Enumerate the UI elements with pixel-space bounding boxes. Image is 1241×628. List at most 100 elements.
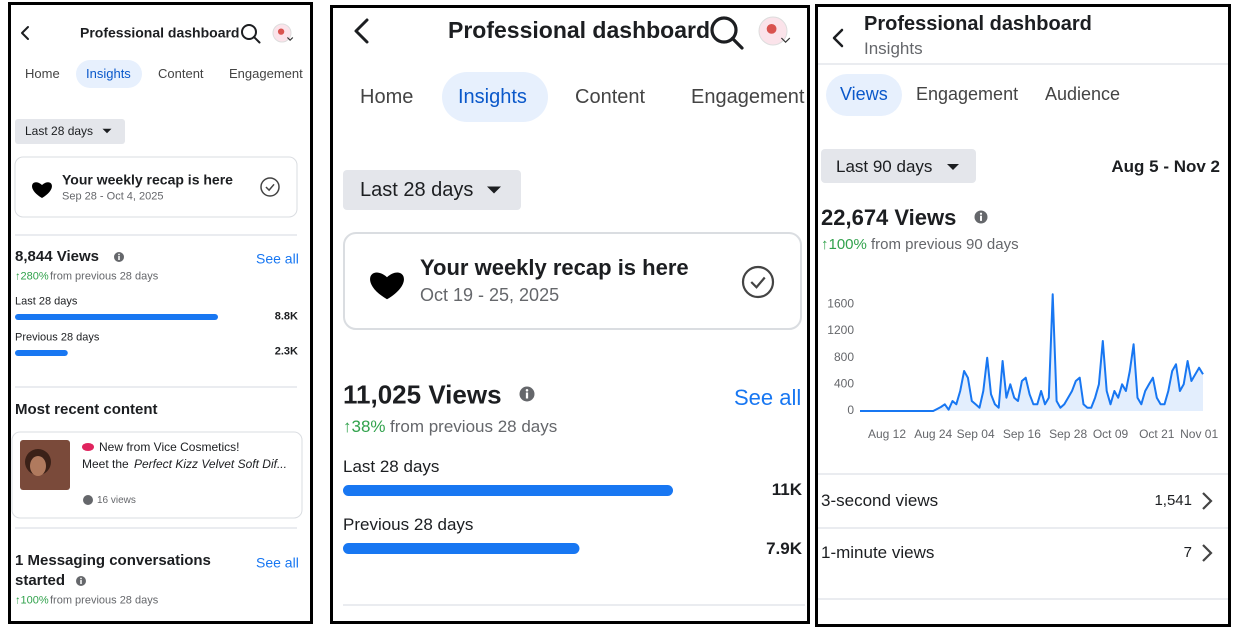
views-change: ↑280% — [15, 270, 49, 283]
metric-value: 1,541 — [1154, 492, 1192, 509]
avatar — [277, 28, 285, 35]
info-icon — [525, 392, 529, 399]
bar-value: 2.3K — [274, 345, 298, 358]
heart-icon — [32, 182, 52, 198]
check-icon — [265, 183, 275, 192]
dropdown-caret — [487, 186, 501, 194]
x-tick-label: Aug 12 — [868, 427, 906, 441]
bar-label: Last 28 days — [343, 456, 440, 476]
area — [860, 294, 1203, 411]
y-tick-label: 400 — [834, 377, 854, 391]
date-chip — [821, 149, 976, 183]
date-chip — [15, 119, 125, 144]
post-views: 16 views — [97, 495, 136, 506]
metric-label[interactable]: 1-minute views — [821, 542, 935, 562]
post-thumbnail — [30, 456, 46, 476]
tab[interactable]: Home — [25, 66, 60, 82]
date-range-button[interactable]: Last 90 days — [836, 156, 933, 176]
see-all-link[interactable]: See all — [734, 384, 802, 410]
tab[interactable]: Content — [575, 86, 646, 108]
dropdown-caret — [947, 164, 959, 170]
info-icon — [525, 388, 529, 392]
see-all-link[interactable]: See all — [256, 554, 299, 571]
section-heading: Most recent content — [15, 401, 158, 418]
date-chip — [343, 170, 521, 210]
chevron-icon — [1202, 544, 1213, 562]
bar-value: 11K — [771, 479, 802, 499]
tab[interactable]: Content — [158, 66, 204, 82]
tab[interactable]: Audience — [1045, 84, 1121, 105]
date-range-button[interactable]: Last 28 days — [360, 179, 474, 201]
x-tick-label: Nov 01 — [1180, 427, 1218, 441]
bar — [343, 485, 673, 496]
x-tick-label: Aug 24 — [914, 427, 952, 441]
info-icon — [80, 577, 82, 580]
section-heading: 1 Messaging conversations started — [15, 552, 211, 589]
lips-icon — [82, 443, 94, 451]
date-range-button[interactable]: Last 28 days — [25, 123, 94, 138]
x-tick-label: Sep 16 — [1003, 427, 1041, 441]
recap-card — [14, 156, 298, 218]
y-tick-label: 1200 — [827, 323, 854, 337]
y-tick-label: 800 — [834, 350, 854, 364]
views-total: 8,844 Views — [15, 248, 99, 265]
y-tick-label: 1600 — [827, 297, 854, 311]
tab[interactable]: Insights — [86, 66, 131, 82]
search-icon — [730, 36, 744, 50]
recap-card — [343, 232, 802, 330]
avatar-chevron — [780, 37, 791, 44]
x-tick-label: Sep 04 — [957, 427, 995, 441]
see-all-link[interactable]: See all — [256, 250, 299, 267]
views-total: 11,025 Views — [343, 379, 502, 410]
tab[interactable]: Engagement — [229, 66, 303, 82]
y-tick-label: 0 — [847, 403, 854, 417]
page-title: Professional dashboard — [864, 13, 1092, 35]
search-icon — [710, 16, 738, 44]
views-change: ↑100% — [821, 236, 867, 253]
avatar — [766, 24, 777, 34]
back-button — [21, 26, 29, 40]
panel — [8, 2, 313, 624]
views-comparison: from previous 28 days — [390, 416, 558, 436]
x-tick-label: Oct 09 — [1093, 427, 1129, 441]
bar-value: 7.9K — [766, 538, 802, 558]
bar — [15, 350, 68, 356]
avatar-chevron — [286, 37, 294, 42]
tab-pill — [442, 72, 548, 122]
chevron-icon — [1202, 492, 1213, 510]
recap-title: Your weekly recap is here — [420, 254, 689, 280]
date-period: Aug 5 - Nov 2 — [1111, 156, 1220, 176]
bar-label: Previous 28 days — [343, 514, 474, 534]
post-caption-title: Perfect Kizz Velvet Soft Dif... — [134, 456, 287, 471]
tab[interactable]: Engagement — [916, 84, 1019, 105]
check-icon — [741, 265, 775, 299]
tab[interactable]: Views — [840, 84, 888, 105]
dropdown-caret — [102, 128, 112, 134]
post-caption: Meet the — [82, 456, 129, 471]
tab[interactable]: Engagement — [691, 86, 805, 108]
page-subtitle: Insights — [864, 38, 923, 58]
recap-dates: Oct 19 - 25, 2025 — [420, 285, 560, 306]
tab[interactable]: Home — [360, 86, 414, 108]
bar-label: Last 28 days — [15, 295, 78, 308]
info-icon — [118, 253, 120, 256]
metric-label[interactable]: 3-second views — [821, 490, 939, 510]
check-icon — [750, 276, 766, 289]
views-total: 22,674 Views — [821, 204, 957, 230]
line — [860, 293, 1204, 412]
info-icon — [980, 215, 982, 221]
metric-value: 7 — [1183, 544, 1192, 561]
bar — [343, 543, 580, 554]
search-icon — [252, 35, 261, 44]
info-icon — [979, 212, 983, 215]
check-icon — [260, 177, 280, 197]
x-tick-label: Oct 21 — [1139, 427, 1175, 441]
bar — [15, 314, 218, 320]
tab[interactable]: Insights — [458, 86, 527, 108]
heart-icon — [370, 272, 404, 300]
tab-pill — [826, 74, 902, 116]
tab-pill — [76, 60, 142, 88]
x-tick-label: Sep 28 — [1049, 427, 1087, 441]
page-title: Professional dashboard — [448, 17, 711, 44]
